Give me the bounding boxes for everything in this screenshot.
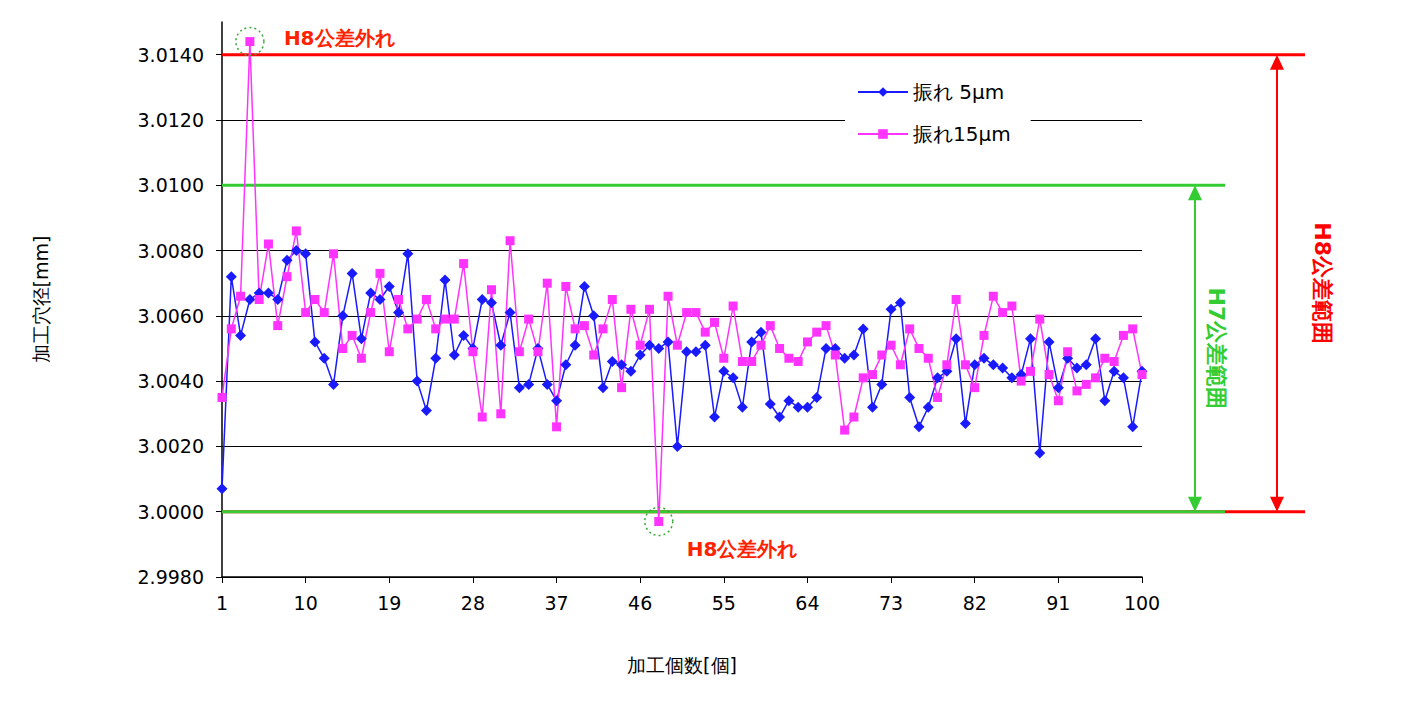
svg-text:3.0040: 3.0040: [138, 370, 204, 392]
svg-text:28: 28: [461, 592, 485, 614]
svg-text:加工穴径[mm]: 加工穴径[mm]: [30, 236, 52, 364]
svg-text:91: 91: [1046, 592, 1070, 614]
svg-text:100: 100: [1124, 592, 1160, 614]
svg-text:H8公差外れ: H8公差外れ: [687, 537, 798, 561]
svg-text:3.0140: 3.0140: [138, 44, 204, 66]
svg-text:46: 46: [628, 592, 652, 614]
svg-text:3.0100: 3.0100: [138, 174, 204, 196]
svg-text:3.0020: 3.0020: [138, 435, 204, 457]
svg-text:73: 73: [879, 592, 903, 614]
svg-text:3.0060: 3.0060: [138, 305, 204, 327]
svg-text:振れ15μm: 振れ15μm: [913, 122, 1011, 146]
svg-text:3.0120: 3.0120: [138, 109, 204, 131]
svg-text:10: 10: [294, 592, 318, 614]
svg-text:H8公差外れ: H8公差外れ: [284, 26, 395, 50]
svg-text:1: 1: [216, 592, 228, 614]
svg-text:加工個数[個]: 加工個数[個]: [627, 654, 737, 676]
svg-text:19: 19: [377, 592, 401, 614]
svg-text:3.0080: 3.0080: [138, 240, 204, 262]
svg-text:2.9980: 2.9980: [138, 566, 204, 588]
svg-text:振れ 5μm: 振れ 5μm: [913, 80, 1004, 104]
svg-text:55: 55: [712, 592, 736, 614]
svg-text:H7公差範囲: H7公差範囲: [1204, 288, 1229, 410]
svg-text:37: 37: [544, 592, 568, 614]
svg-text:H8公差範囲: H8公差範囲: [1310, 222, 1335, 344]
svg-text:82: 82: [963, 592, 987, 614]
svg-text:3.0000: 3.0000: [138, 501, 204, 523]
svg-text:64: 64: [795, 592, 819, 614]
